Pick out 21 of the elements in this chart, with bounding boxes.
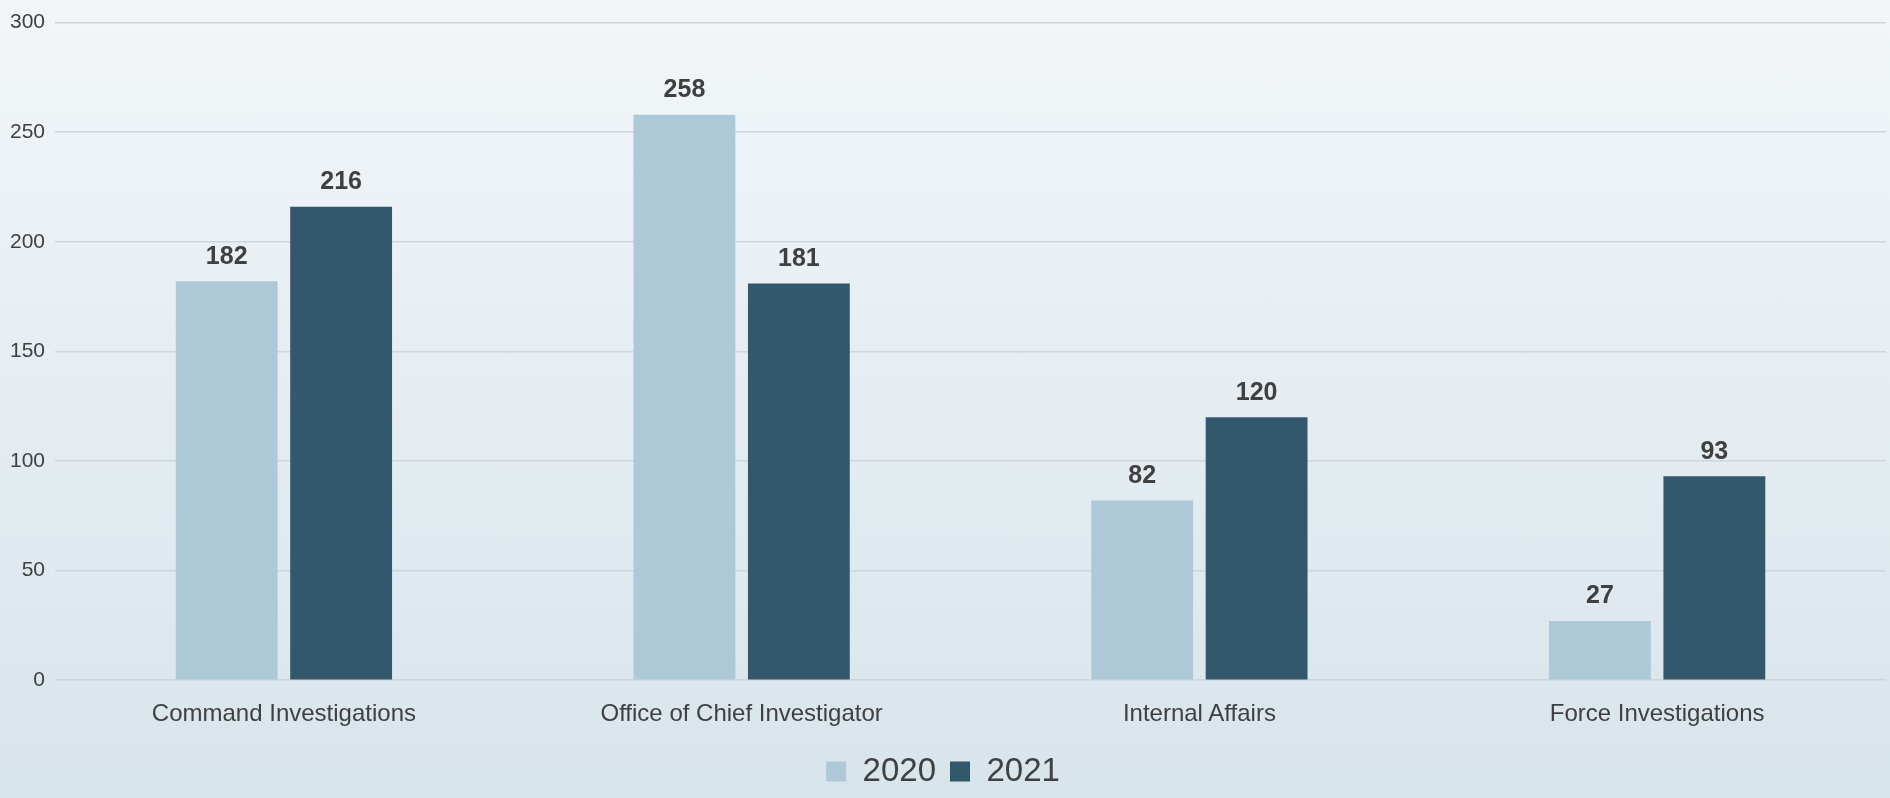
y-tick-label: 250 [9, 119, 46, 142]
x-tick-label: Command Investigations [151, 699, 416, 727]
data-label: 93 [1700, 435, 1729, 464]
y-tick-label: 300 [9, 9, 46, 33]
legend-label: 2020 [862, 750, 937, 788]
y-tick-label: 150 [9, 338, 46, 362]
data-label: 82 [1128, 459, 1157, 488]
y-tick-label: 100 [9, 447, 46, 471]
data-label: 120 [1235, 376, 1278, 405]
data-label: 27 [1586, 580, 1614, 609]
x-tick-label: Office of Chief Investigator [600, 699, 883, 727]
data-label: 216 [320, 166, 362, 195]
data-label: 182 [205, 240, 248, 269]
x-tick-label: Internal Affairs [1122, 699, 1276, 727]
data-label: 181 [778, 242, 820, 271]
x-tick-label: Force Investigations [1549, 699, 1765, 727]
data-label: 258 [663, 74, 706, 103]
y-tick-label: 50 [21, 557, 46, 581]
y-tick-label: 200 [9, 228, 46, 252]
legend-label: 2021 [986, 750, 1060, 788]
y-tick-label: 0 [33, 667, 46, 690]
